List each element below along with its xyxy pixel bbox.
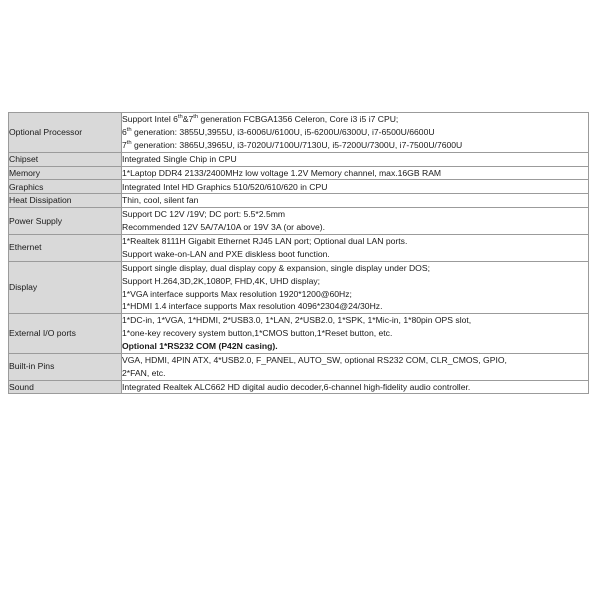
table-row: Display Support single display, dual disp… <box>8 260 589 315</box>
specification-table-body: Optional Processor Support Intel 6th&7th … <box>8 112 589 395</box>
spec-value-cell: 1*Realtek 8111H Gigabit Ethernet RJ45 LA… <box>121 233 589 262</box>
spec-value-line: Optional 1*RS232 COM (P42N casing). <box>122 341 278 352</box>
table-row: Power Supply Support DC 12V /19V; DC port… <box>8 207 589 235</box>
spec-value-cell: Integrated Single Chip in CPU <box>121 151 589 167</box>
spec-label-cell: Memory <box>8 165 122 181</box>
spec-value-line: Thin, cool, silent fan <box>122 195 199 206</box>
spec-value-line: Recommended 12V 5A/7A/10A or 19V 3A (or … <box>122 222 326 233</box>
spec-value-line: VGA, HDMI, 4PIN ATX, 4*USB2.0, F_PANEL, … <box>122 354 507 365</box>
table-row: Optional Processor Support Intel 6th&7th … <box>8 112 589 153</box>
spec-value-cell: 1*DC-in, 1*VGA, 1*HDMI, 2*USB3.0, 1*LAN,… <box>121 313 589 354</box>
spec-value-line: Support DC 12V /19V; DC port: 5.5*2.5mm <box>122 209 286 220</box>
spec-value-cell: Thin, cool, silent fan <box>121 193 589 209</box>
table-row: External I/O ports 1*DC-in, 1*VGA, 1*HDMI… <box>8 313 589 354</box>
spec-value-cell: Integrated Intel HD Graphics 510/520/610… <box>121 179 589 195</box>
inline-text: 6 <box>122 127 127 138</box>
inline-text: &7 <box>182 114 194 125</box>
spec-value-cell: Support DC 12V /19V; DC port: 5.5*2.5mm R… <box>121 207 589 235</box>
table-row: Sound Integrated Realtek ALC662 HD digita… <box>8 379 589 395</box>
spec-value-line: Integrated Realtek ALC662 HD digital aud… <box>122 381 471 392</box>
spec-value-cell: 1*Laptop DDR4 2133/2400MHz low voltage 1… <box>121 165 589 181</box>
spec-label-cell: Optional Processor <box>8 112 122 153</box>
spec-label-cell: Sound <box>8 379 122 395</box>
spec-label-cell: Ethernet <box>8 233 122 262</box>
table-row: Heat Dissipation Thin, cool, silent fan <box>8 193 589 209</box>
superscript-text: th <box>193 114 199 121</box>
table-row: Chipset Integrated Single Chip in CPU <box>8 151 589 167</box>
spec-value-line: Integrated Single Chip in CPU <box>122 153 237 164</box>
spec-value-line: Integrated Intel HD Graphics 510/520/610… <box>122 181 328 192</box>
spec-label-cell: Built-in Pins <box>8 352 122 381</box>
spec-value-cell: VGA, HDMI, 4PIN ATX, 4*USB2.0, F_PANEL, … <box>121 352 589 381</box>
spec-value-line: 1*Realtek 8111H Gigabit Ethernet RJ45 LA… <box>122 236 408 247</box>
superscript-text: th <box>177 114 183 121</box>
spec-value-line: 7th generation: 3865U,3965U, i3-7020U/71… <box>122 139 588 152</box>
spec-value-line: Support Intel 6th&7th generation FCBGA13… <box>122 113 588 126</box>
spec-value-line: 1*VGA interface supports Max resolution … <box>122 288 352 299</box>
spec-value-line: 6th generation: 3855U,3955U, i3-6006U/61… <box>122 126 588 139</box>
spec-value-line: 1*DC-in, 1*VGA, 1*HDMI, 2*USB3.0, 1*LAN,… <box>122 315 472 326</box>
inline-text: generation: 3855U,3955U, i3-6006U/6100U,… <box>131 127 435 138</box>
spec-label-cell: External I/O ports <box>8 313 122 354</box>
inline-text: Support Intel 6 <box>122 114 178 125</box>
spec-value-line: Support wake-on-LAN and PXE diskless boo… <box>122 248 330 259</box>
spec-value-line: 1*Laptop DDR4 2133/2400MHz low voltage 1… <box>122 167 442 178</box>
spec-value-cell: Integrated Realtek ALC662 HD digital aud… <box>121 379 589 395</box>
table-row: Memory 1*Laptop DDR4 2133/2400MHz low vol… <box>8 165 589 181</box>
spec-value-cell: Support single display, dual display cop… <box>121 260 589 315</box>
superscript-text: th <box>126 127 132 134</box>
inline-text: generation: 3865U,3965U, i3-7020U/7100U/… <box>131 139 463 150</box>
spec-label-cell: Graphics <box>8 179 122 195</box>
spec-value-line: 2*FAN, etc. <box>122 367 166 378</box>
specification-sheet: Optional Processor Support Intel 6th&7th … <box>8 112 589 395</box>
table-row: Graphics Integrated Intel HD Graphics 510… <box>8 179 589 195</box>
table-row: Ethernet 1*Realtek 8111H Gigabit Ethernet… <box>8 233 589 262</box>
spec-label-cell: Display <box>8 260 122 315</box>
spec-value-cell: Support Intel 6th&7th generation FCBGA13… <box>121 112 589 153</box>
spec-value-line: Support single display, dual display cop… <box>122 262 430 273</box>
inline-text: 7 <box>122 139 127 150</box>
spec-label-cell: Power Supply <box>8 207 122 235</box>
table-row: Built-in Pins VGA, HDMI, 4PIN ATX, 4*USB2… <box>8 352 589 381</box>
inline-text: generation FCBGA1356 Celeron, Core i3 i5… <box>198 114 399 125</box>
spec-value-line: Support H.264,3D,2K,1080P, FHD,4K, UHD d… <box>122 275 321 286</box>
spec-value-line: 1*one-key recovery system button,1*CMOS … <box>122 328 393 339</box>
spec-label-cell: Chipset <box>8 151 122 167</box>
superscript-text: th <box>126 140 132 147</box>
spec-value-line: 1*HDMI 1.4 interface supports Max resolu… <box>122 301 383 312</box>
spec-label-cell: Heat Dissipation <box>8 193 122 209</box>
specification-table: Optional Processor Support Intel 6th&7th … <box>8 112 589 395</box>
